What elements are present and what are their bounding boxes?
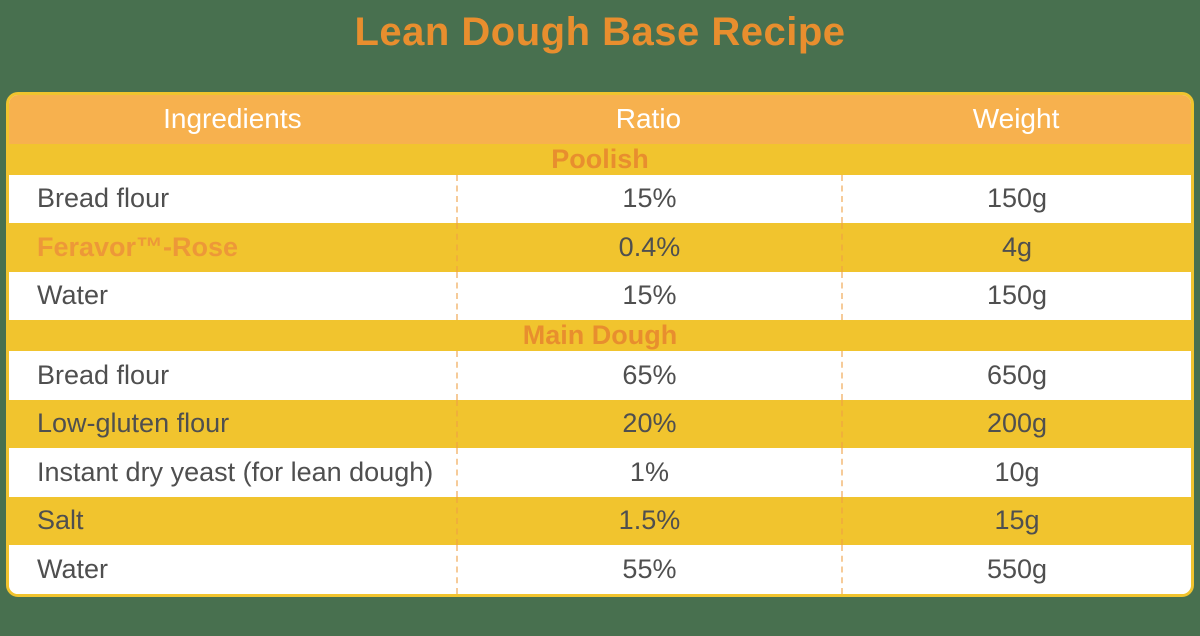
ratio-cell: 1.5%: [455, 496, 841, 545]
section-row: Main Dough: [9, 320, 1191, 351]
ingredient-row: Instant dry yeast (for lean dough) 1% 10g: [9, 448, 1191, 497]
ratio-cell: 55%: [455, 545, 841, 594]
page-title: Lean Dough Base Recipe: [354, 10, 846, 54]
section-row: Poolish: [9, 143, 1191, 175]
ingredient-cell: Water: [37, 280, 109, 311]
recipe-table: Ingredients Ratio Weight Poolish Bread fl…: [6, 92, 1194, 597]
weight-cell: 650g: [841, 351, 1191, 400]
table-header-row: Ingredients Ratio Weight: [9, 95, 1191, 144]
ingredient-row: Feravor™-Rose 0.4% 4g: [9, 223, 1191, 272]
ratio-cell: 1%: [455, 448, 841, 497]
weight-cell: 200g: [841, 399, 1191, 448]
column-header-ingredients: Ingredients: [163, 103, 302, 135]
column-header-ratio: Ratio: [615, 103, 682, 135]
ingredient-row: Bread flour 65% 650g: [9, 351, 1191, 400]
ingredient-row: Water 15% 150g: [9, 271, 1191, 320]
weight-cell: 15g: [841, 496, 1191, 545]
ingredient-row: Water 55% 550g: [9, 545, 1191, 594]
ingredient-row: Bread flour 15% 150g: [9, 174, 1191, 223]
ingredient-cell: Salt: [37, 505, 84, 536]
weight-cell: 4g: [841, 223, 1191, 272]
ratio-cell: 20%: [455, 399, 841, 448]
ingredient-row: Salt 1.5% 15g: [9, 496, 1191, 545]
table-body: Poolish Bread flour 15% 150g Feravor™-Rose 0.…: [9, 143, 1191, 594]
column-header-weight: Weight: [972, 103, 1060, 135]
ingredient-cell: Bread flour: [37, 183, 170, 214]
section-label: Main Dough: [522, 320, 678, 350]
ingredient-cell: Feravor™-Rose: [37, 231, 239, 262]
ratio-cell: 15%: [455, 174, 841, 223]
weight-cell: 150g: [841, 271, 1191, 320]
ingredient-row: Low-gluten flour 20% 200g: [9, 399, 1191, 448]
ratio-cell: 15%: [455, 271, 841, 320]
weight-cell: 10g: [841, 448, 1191, 497]
ratio-cell: 0.4%: [455, 223, 841, 272]
ratio-cell: 65%: [455, 351, 841, 400]
ingredient-cell: Instant dry yeast (for lean dough): [37, 456, 434, 487]
ingredient-cell: Low-gluten flour: [37, 408, 230, 439]
ingredient-cell: Bread flour: [37, 359, 170, 390]
section-label: Poolish: [551, 143, 649, 174]
weight-cell: 550g: [841, 545, 1191, 594]
weight-cell: 150g: [841, 174, 1191, 223]
ingredient-cell: Water: [37, 553, 109, 584]
